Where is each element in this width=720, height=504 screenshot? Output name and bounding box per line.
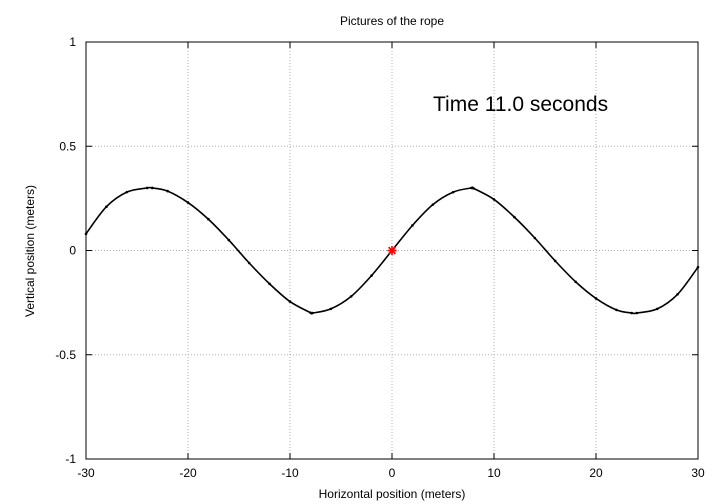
y-tick-label: 0.5 [59, 139, 76, 153]
y-tick-labels: -1 -0.5 0 0.5 1 [55, 35, 76, 466]
x-tick-label: 0 [389, 466, 396, 480]
data-point [145, 186, 149, 190]
highlight-group [387, 246, 397, 255]
data-point [227, 238, 231, 242]
y-tick-label: -0.5 [55, 348, 76, 362]
data-point [533, 236, 537, 240]
data-point [470, 186, 473, 190]
x-tick-label: -20 [179, 466, 197, 480]
data-point [186, 201, 190, 204]
x-tick-labels: -30 -20 -10 0 10 20 30 [77, 466, 705, 480]
data-point [676, 292, 679, 296]
data-point [655, 307, 659, 311]
data-point [125, 190, 129, 194]
y-tick-label: -1 [65, 452, 76, 466]
data-point [105, 205, 108, 209]
y-tick-label: 1 [69, 35, 76, 49]
data-point [615, 308, 618, 312]
data-point [84, 232, 88, 236]
data-point [268, 282, 271, 286]
y-tick-label: 0 [69, 244, 76, 258]
x-axis-label: Horizontal position (meters) [319, 487, 466, 501]
x-tick-label: 10 [487, 466, 501, 480]
data-point [247, 261, 251, 265]
data-point [207, 217, 210, 221]
data-point [594, 297, 598, 300]
data-point [635, 311, 639, 315]
data-point [349, 295, 353, 298]
x-tick-label: -30 [77, 466, 95, 480]
highlight-marker [387, 246, 397, 255]
data-point [630, 311, 633, 315]
data-point [370, 274, 373, 277]
chart-title: Pictures of the rope [340, 14, 444, 28]
y-axis-label: Vertical position (meters) [23, 185, 37, 317]
data-point [696, 265, 700, 269]
data-point [431, 203, 435, 206]
data-point [513, 215, 516, 219]
time-annotation: Time 11.0 seconds [433, 93, 608, 116]
data-point [309, 311, 312, 314]
axis-ticks [85, 41, 699, 460]
data-point [288, 300, 292, 303]
data-point [151, 186, 154, 190]
data-point [574, 280, 577, 284]
data-point [492, 198, 496, 201]
data-point [329, 307, 333, 311]
data-point [166, 189, 169, 193]
data-point [472, 187, 475, 190]
data-point [311, 311, 314, 315]
data-point [553, 259, 557, 263]
x-tick-label: 30 [691, 466, 705, 480]
data-point [411, 224, 414, 227]
data-point [451, 190, 455, 194]
x-tick-label: -10 [281, 466, 299, 480]
x-tick-label: 20 [589, 466, 603, 480]
